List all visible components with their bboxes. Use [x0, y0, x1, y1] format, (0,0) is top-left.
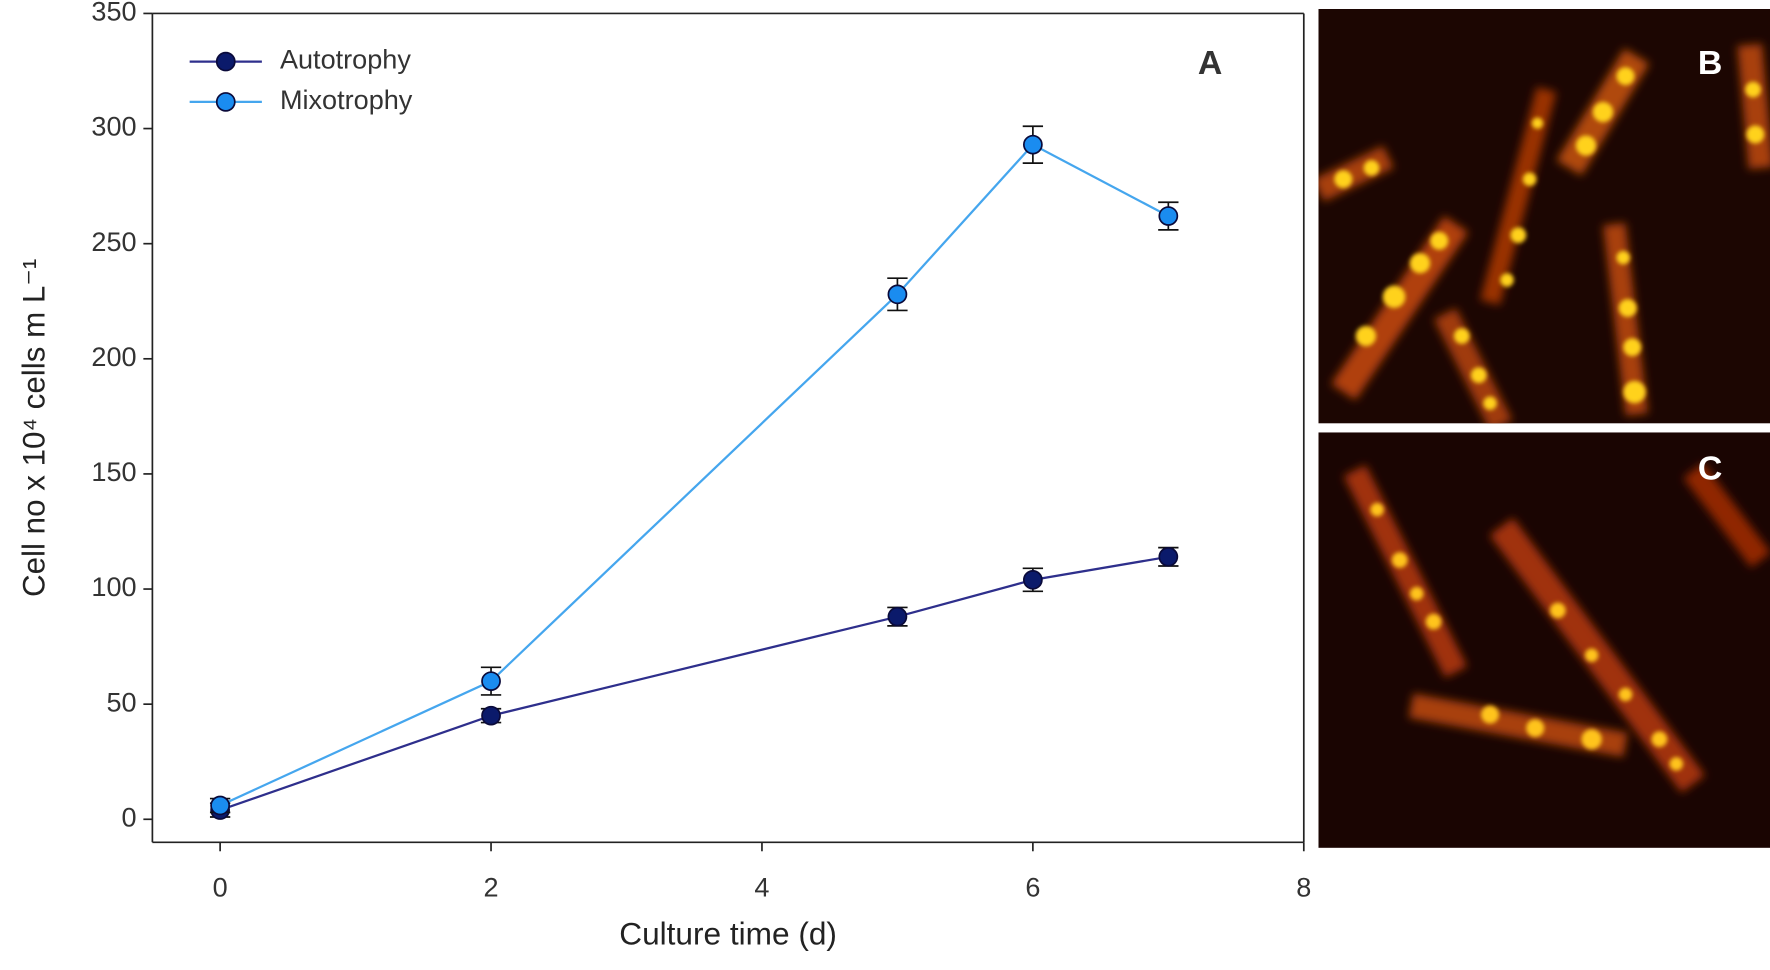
legend-label: Autotrophy	[280, 45, 411, 75]
micrograph-b	[1318, 8, 1770, 424]
marker	[1158, 547, 1179, 567]
panel-label: B	[1698, 44, 1722, 82]
x-tick-label: 6	[1025, 873, 1040, 903]
legend-marker	[215, 92, 236, 112]
marker	[887, 284, 908, 305]
y-tick-label: 50	[106, 687, 136, 717]
y-tick-label: 350	[91, 0, 136, 27]
y-tick-label: 0	[122, 802, 137, 832]
panel-label: C	[1698, 449, 1722, 487]
marker	[210, 795, 230, 816]
y-tick-label: 200	[91, 342, 136, 372]
y-tick-label: 250	[91, 227, 136, 257]
x-tick-label: 0	[213, 873, 228, 903]
x-axis-label: Culture time (d)	[619, 917, 837, 952]
x-tick-label: 8	[1296, 873, 1311, 903]
marker	[887, 606, 908, 627]
y-tick-label: 100	[91, 572, 136, 602]
marker	[1022, 134, 1043, 155]
series-line	[219, 143, 1169, 807]
marker	[481, 671, 501, 691]
legend-marker	[215, 51, 236, 72]
x-tick-label: 2	[484, 873, 499, 903]
marker	[481, 705, 501, 726]
x-tick-label: 4	[754, 873, 769, 903]
legend-label: Mixotrophy	[280, 85, 413, 115]
panel-label: A	[1198, 44, 1222, 82]
marker	[1158, 206, 1179, 226]
series-line	[219, 555, 1169, 812]
marker	[1022, 570, 1043, 590]
y-tick-label: 150	[91, 457, 136, 487]
micrograph-c	[1318, 432, 1770, 848]
y-tick-label: 300	[91, 112, 136, 142]
y-axis-label: Cell no x 10⁴ cells m L⁻¹	[16, 259, 51, 597]
